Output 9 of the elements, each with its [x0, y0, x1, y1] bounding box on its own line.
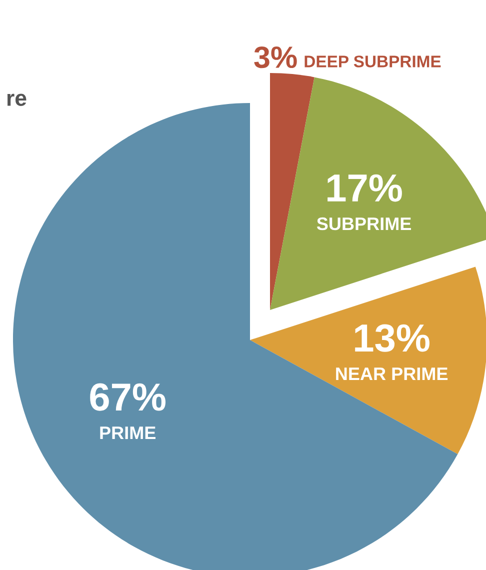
- data-label: 67%: [90, 383, 166, 411]
- slice-label: PRIME: [100, 426, 156, 440]
- text: re: [7, 94, 26, 106]
- data-label: 13%: [355, 324, 430, 352]
- data-label: 17%: [328, 174, 402, 202]
- slice-label: NEAR PRIME: [336, 368, 448, 380]
- slice-label: DEEP SUBPRIME: [304, 56, 441, 68]
- data-label: 3%: [254, 46, 297, 68]
- slice-label: SUBPRIME: [316, 217, 411, 230]
